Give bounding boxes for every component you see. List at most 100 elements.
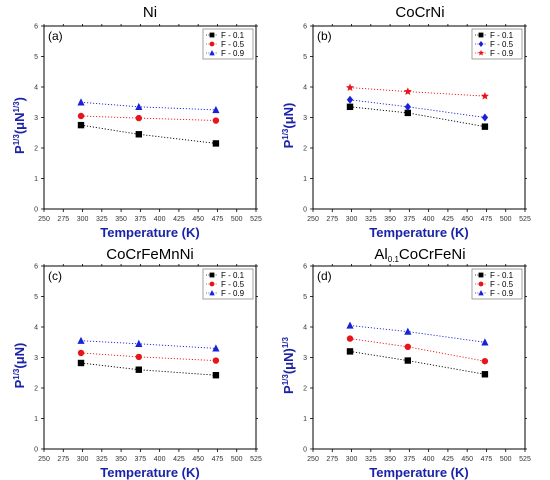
- data-point: [212, 371, 220, 379]
- legend-label: F - 0.9: [490, 49, 514, 58]
- x-tick-label: 425: [442, 216, 454, 223]
- x-tick-label: 300: [346, 456, 358, 463]
- y-tick-label: 0: [303, 207, 307, 214]
- data-point: [77, 112, 85, 120]
- y-tick-label: 6: [303, 264, 307, 271]
- data-point: [212, 140, 220, 147]
- data-point: [346, 321, 354, 329]
- data-point: [404, 327, 412, 335]
- series-line-3: [80, 101, 216, 111]
- x-tick-label: 350: [384, 456, 396, 463]
- y-tick-label: 1: [303, 416, 307, 423]
- data-point: [481, 338, 489, 346]
- x-tick-label: 500: [231, 456, 243, 463]
- legend: F - 0.1F - 0.5F - 0.9: [202, 268, 254, 300]
- series-line-2: [80, 115, 216, 121]
- x-tick-label: 450: [192, 216, 204, 223]
- y-tick-label: 2: [303, 146, 307, 153]
- chart-title: Ni: [143, 4, 157, 21]
- y-tick-label: 3: [34, 115, 38, 122]
- y-tick-label: 3: [34, 355, 38, 362]
- data-point: [481, 357, 489, 365]
- x-tick-label: 525: [519, 456, 531, 463]
- data-point: [404, 343, 412, 351]
- legend-marker: [209, 41, 215, 47]
- x-tick-label: 425: [173, 456, 185, 463]
- y-tick-label: 0: [34, 207, 38, 214]
- legend-label: F - 0.9: [221, 49, 245, 58]
- panel-label: (d): [317, 269, 332, 283]
- data-point: [403, 87, 412, 95]
- x-tick-label: 275: [326, 216, 338, 223]
- series-line-3: [80, 340, 216, 349]
- x-tick-label: 375: [404, 216, 416, 223]
- series-line-1: [349, 350, 485, 375]
- x-axis-label: Temperature (K): [100, 465, 199, 480]
- x-tick-label: 300: [77, 456, 89, 463]
- data-point: [346, 103, 354, 111]
- legend-marker: [209, 32, 215, 38]
- x-tick-label: 450: [461, 216, 473, 223]
- x-tick-label: 500: [231, 216, 243, 223]
- legend-label: F - 0.1: [490, 31, 514, 40]
- x-tick-label: 400: [154, 216, 166, 223]
- legend-marker: [478, 49, 484, 56]
- x-tick-label: 525: [519, 216, 531, 223]
- y-tick-label: 5: [34, 54, 38, 61]
- series-line-2: [80, 352, 216, 362]
- y-tick-label: 2: [34, 146, 38, 153]
- series-line-2: [349, 99, 485, 118]
- data-point: [135, 353, 143, 361]
- panel-label: (a): [48, 29, 63, 43]
- data-point: [135, 102, 143, 111]
- data-point: [346, 83, 354, 92]
- x-tick-label: 400: [423, 456, 435, 463]
- data-point: [346, 348, 354, 355]
- x-tick-label: 425: [173, 216, 185, 223]
- y-axis-label: P1/3(μN1/3): [12, 97, 27, 154]
- x-tick-label: 250: [38, 456, 50, 463]
- x-tick-label: 250: [307, 456, 319, 463]
- y-tick-label: 6: [34, 24, 38, 31]
- y-tick-label: 2: [303, 386, 307, 393]
- data-point: [481, 371, 489, 378]
- y-tick-label: 0: [303, 447, 307, 454]
- x-tick-label: 350: [384, 216, 396, 223]
- legend-label: F - 0.5: [490, 280, 514, 289]
- legend-label: F - 0.5: [490, 40, 514, 49]
- x-tick-label: 500: [500, 216, 512, 223]
- x-tick-label: 325: [96, 456, 108, 463]
- legend-label: F - 0.9: [490, 289, 514, 298]
- legend: F - 0.1F - 0.5F - 0.9: [202, 28, 254, 60]
- legend-label: F - 0.5: [221, 280, 245, 289]
- y-tick-label: 5: [303, 294, 307, 301]
- legend-marker: [478, 290, 484, 296]
- y-axis-label: P1/3(μN): [12, 343, 27, 389]
- data-point: [212, 117, 220, 124]
- data-point: [135, 114, 143, 122]
- x-tick-label: 475: [481, 456, 493, 463]
- panel-label: (c): [48, 269, 62, 283]
- x-tick-label: 325: [96, 216, 108, 223]
- chart-title: CoCrNi: [395, 4, 444, 21]
- x-tick-label: 500: [500, 456, 512, 463]
- x-axis-label: Temperature (K): [369, 465, 468, 480]
- data-point: [212, 105, 220, 114]
- legend-marker: [478, 272, 484, 278]
- y-tick-label: 6: [34, 264, 38, 271]
- data-point: [135, 366, 143, 373]
- data-point: [135, 339, 143, 347]
- data-point: [404, 102, 412, 111]
- y-tick-label: 4: [34, 85, 38, 92]
- x-tick-label: 325: [365, 456, 377, 463]
- x-tick-label: 375: [135, 216, 147, 223]
- y-tick-label: 0: [34, 447, 38, 454]
- x-tick-label: 250: [307, 216, 319, 223]
- series-line-1: [80, 124, 216, 144]
- x-tick-label: 400: [423, 216, 435, 223]
- x-tick-label: 525: [250, 456, 262, 463]
- y-tick-label: 6: [303, 24, 307, 31]
- data-point: [404, 109, 412, 117]
- x-tick-label: 350: [115, 456, 127, 463]
